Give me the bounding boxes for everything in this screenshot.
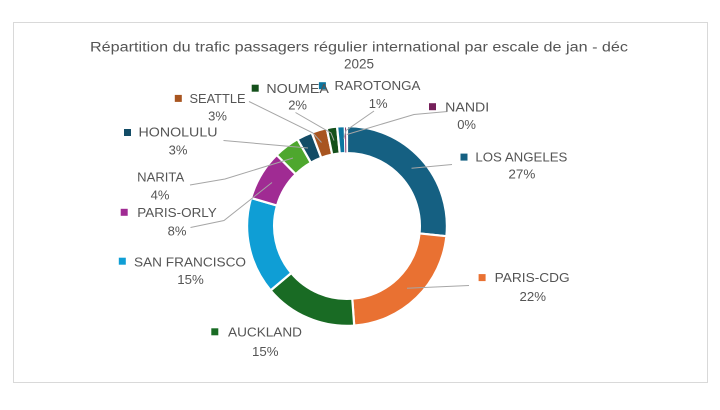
svg-text:NANDI: NANDI [445, 100, 489, 115]
svg-text:NOUMEA: NOUMEA [266, 81, 329, 96]
svg-text:NARITA: NARITA [137, 170, 184, 185]
svg-text:0%: 0% [457, 117, 476, 132]
svg-text:RAROTONGA: RAROTONGA [335, 78, 421, 93]
svg-text:2%: 2% [288, 98, 307, 113]
svg-text:3%: 3% [208, 109, 227, 124]
svg-text:SAN FRANCISCO: SAN FRANCISCO [134, 255, 246, 270]
svg-text:3%: 3% [169, 143, 188, 158]
svg-text:PARIS-CDG: PARIS-CDG [495, 270, 570, 285]
svg-text:27%: 27% [508, 167, 535, 182]
svg-text:SEATTLE: SEATTLE [190, 91, 246, 106]
svg-text:HONOLULU: HONOLULU [139, 125, 218, 140]
svg-text:15%: 15% [177, 272, 204, 287]
svg-text:PARIS-ORLY: PARIS-ORLY [137, 205, 217, 220]
svg-text:2025: 2025 [344, 57, 374, 72]
svg-text:AUCKLAND: AUCKLAND [228, 325, 302, 340]
svg-text:8%: 8% [168, 224, 187, 239]
svg-text:4%: 4% [151, 188, 170, 203]
svg-text:22%: 22% [520, 289, 547, 304]
svg-text:LOS ANGELES: LOS ANGELES [475, 150, 567, 165]
svg-text:1%: 1% [369, 96, 388, 111]
svg-text:15%: 15% [252, 344, 279, 359]
svg-text:Répartition du trafic passager: Répartition du trafic passagers régulier… [90, 40, 628, 55]
